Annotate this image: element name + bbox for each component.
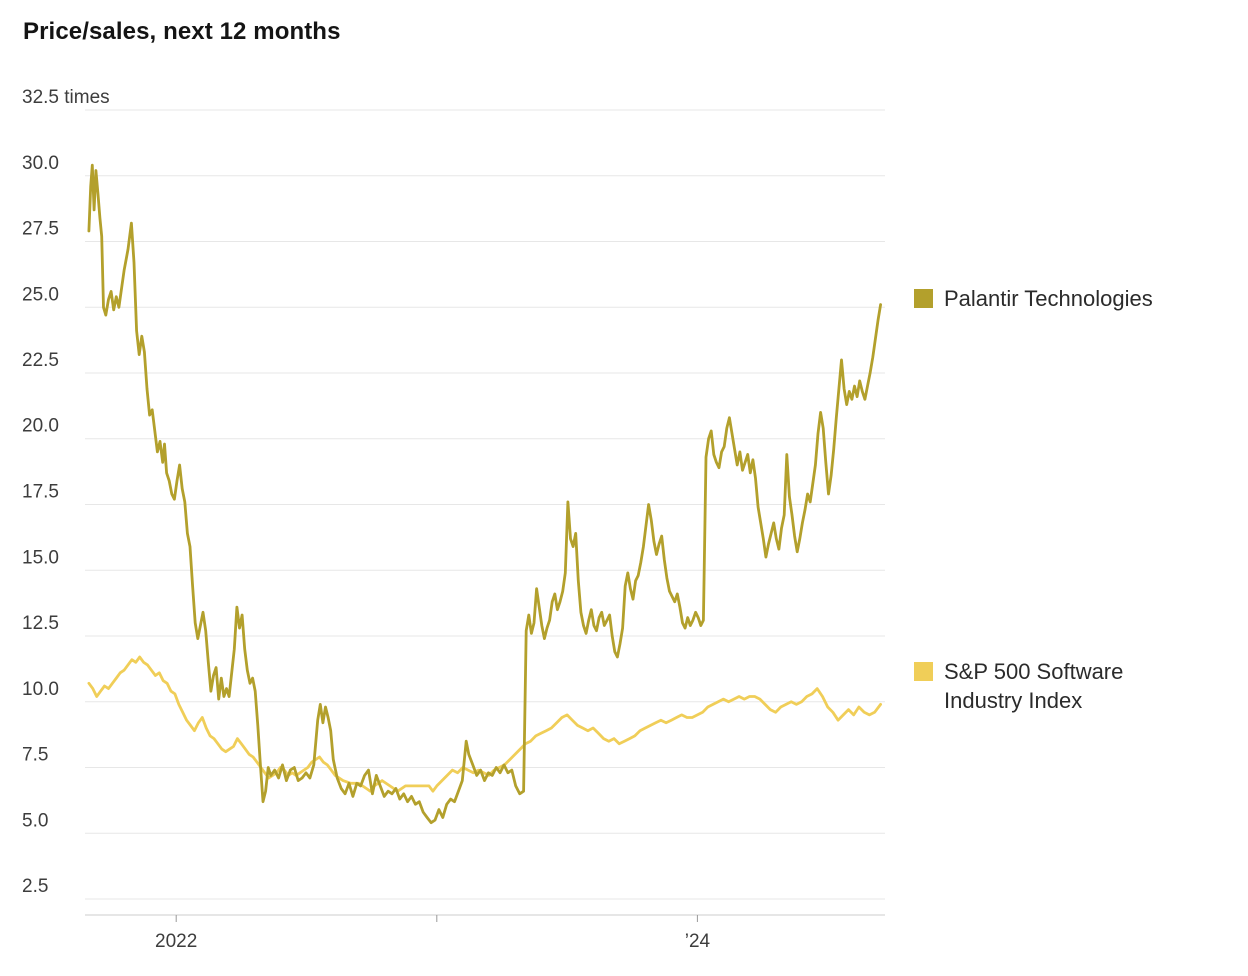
series-line-s-p-500-software-industry-index bbox=[87, 655, 882, 793]
y-tick-label: 30.0 bbox=[22, 153, 59, 174]
y-tick-label: 25.0 bbox=[22, 284, 59, 305]
y-tick-label: 5.0 bbox=[22, 810, 48, 831]
x-tick-label: ’24 bbox=[685, 931, 711, 952]
y-tick-label: 22.5 bbox=[22, 350, 59, 371]
y-tick-label: 10.0 bbox=[22, 679, 59, 700]
y-tick-label: 32.5 times bbox=[22, 87, 110, 108]
y-tick-label: 20.0 bbox=[22, 416, 59, 437]
x-tick-label: 2022 bbox=[155, 931, 197, 952]
series-line-palantir-technologies bbox=[87, 163, 882, 825]
y-tick-label: 12.5 bbox=[22, 613, 59, 634]
y-tick-label: 27.5 bbox=[22, 219, 59, 240]
y-tick-label: 7.5 bbox=[22, 745, 48, 766]
y-tick-label: 17.5 bbox=[22, 482, 59, 503]
chart-title: Price/sales, next 12 months bbox=[23, 18, 341, 45]
y-tick-label: 2.5 bbox=[22, 876, 48, 897]
y-tick-label: 15.0 bbox=[22, 547, 59, 568]
